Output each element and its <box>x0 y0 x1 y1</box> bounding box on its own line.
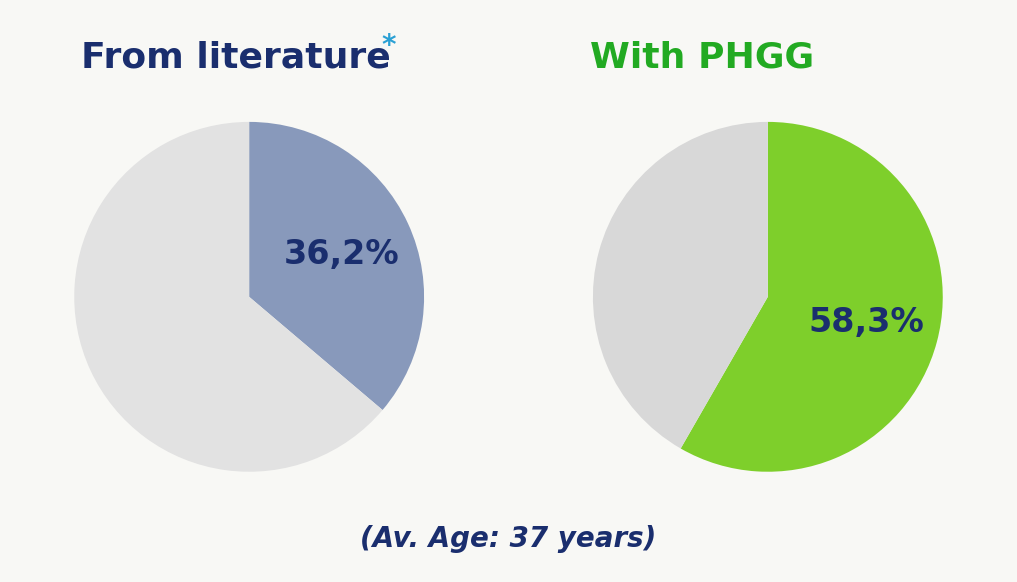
Wedge shape <box>680 122 943 472</box>
Text: 58,3%: 58,3% <box>807 307 923 339</box>
Text: (Av. Age: 37 years): (Av. Age: 37 years) <box>360 525 657 553</box>
Wedge shape <box>74 122 382 472</box>
Text: With PHGG: With PHGG <box>590 41 814 74</box>
Text: 36,2%: 36,2% <box>284 237 399 271</box>
Text: *: * <box>381 32 396 60</box>
Wedge shape <box>249 122 424 410</box>
Wedge shape <box>593 122 768 449</box>
Text: From literature: From literature <box>81 41 392 74</box>
